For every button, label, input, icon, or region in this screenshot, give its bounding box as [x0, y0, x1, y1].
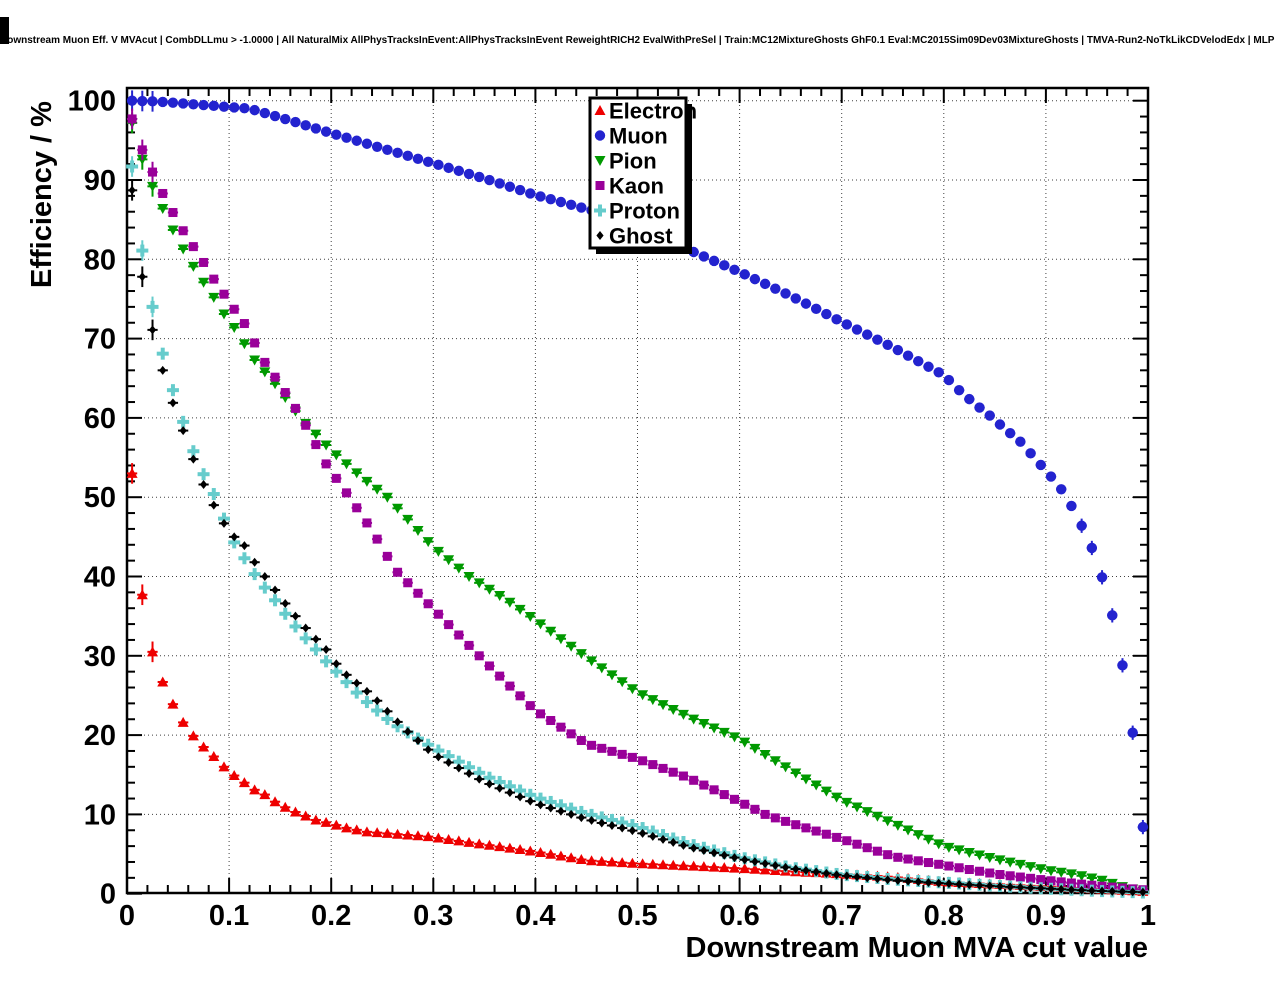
x-tick-labels: 0 0.1 0.2 0.3 0.4 0.5 0.6 0.7 0.8 0.9 1: [119, 900, 1156, 932]
svg-text:0.7: 0.7: [822, 900, 862, 932]
y-axis-title: Efficiency / %: [26, 101, 58, 288]
legend-label: Pion: [609, 149, 657, 174]
svg-text:30: 30: [84, 641, 116, 673]
x-axis-title: Downstream Muon MVA cut value: [685, 932, 1148, 964]
svg-text:10: 10: [84, 799, 116, 831]
legend-label: Muon: [609, 124, 668, 149]
legend-entry-pion: Pion: [594, 149, 657, 174]
legend-label: Kaon: [609, 174, 664, 199]
series-kaon-points: [127, 108, 1148, 895]
canvas-corner-box: [0, 17, 9, 44]
svg-text:0.3: 0.3: [413, 900, 453, 932]
legend-entry-muon: Muon: [594, 124, 668, 149]
svg-text:0.2: 0.2: [311, 900, 351, 932]
svg-text:0.1: 0.1: [209, 900, 249, 932]
svg-text:0.9: 0.9: [1026, 900, 1066, 932]
svg-text:1: 1: [1140, 900, 1156, 932]
svg-text:40: 40: [84, 562, 116, 594]
axis-ticks: [126, 88, 1149, 895]
svg-text:80: 80: [84, 244, 116, 276]
legend-entry-proton: Proton: [594, 199, 680, 224]
legend-entry-ghost: Ghost: [596, 224, 673, 249]
svg-text:0.8: 0.8: [924, 900, 964, 932]
y-tick-labels: 0 10 20 30 40 50 60 70 80 90 100: [68, 86, 116, 911]
svg-text:20: 20: [84, 720, 116, 752]
svg-text:0.4: 0.4: [515, 900, 555, 932]
series-proton-points: [126, 156, 1149, 899]
svg-text:0.5: 0.5: [617, 900, 657, 932]
legend-label: Proton: [609, 199, 680, 224]
legend-label: Electron: [609, 99, 697, 124]
series-ghost-points: [127, 180, 1148, 897]
legend-box: [588, 96, 688, 250]
plot-title: Downstream Muon Eff. V MVAcut | CombDLLm…: [0, 35, 1276, 46]
legend-label: Ghost: [609, 224, 673, 249]
legend-entry-electron: Electron: [594, 99, 697, 124]
svg-text:70: 70: [84, 324, 116, 356]
svg-text:50: 50: [84, 482, 116, 514]
svg-text:0: 0: [119, 900, 135, 932]
legend-entry-kaon: Kaon: [595, 174, 664, 199]
svg-text:0.6: 0.6: [719, 900, 759, 932]
svg-text:0: 0: [100, 879, 116, 911]
svg-text:100: 100: [68, 86, 116, 118]
svg-text:90: 90: [84, 165, 116, 197]
svg-text:60: 60: [84, 403, 116, 435]
